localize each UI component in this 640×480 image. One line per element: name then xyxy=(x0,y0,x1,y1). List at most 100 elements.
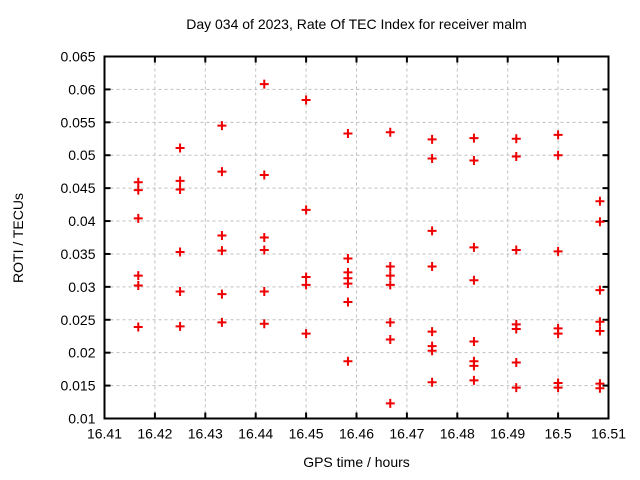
data-point-marker xyxy=(259,233,269,242)
data-point-marker xyxy=(595,217,605,227)
data-point-marker xyxy=(553,329,563,339)
x-axis-title: GPS time / hours xyxy=(303,454,410,470)
data-point-marker xyxy=(343,254,353,264)
x-tick-label: 16.47 xyxy=(389,426,424,442)
data-point-marker xyxy=(469,336,479,346)
y-tick-label: 0.05 xyxy=(68,147,95,163)
data-point-marker xyxy=(301,280,311,290)
y-tick-label: 0.02 xyxy=(68,345,95,361)
data-point-marker xyxy=(343,279,353,289)
x-tick-label: 16.48 xyxy=(440,426,475,442)
data-point-marker xyxy=(595,196,605,206)
data-point-marker xyxy=(511,358,521,368)
data-point-marker xyxy=(385,127,395,137)
data-point-marker xyxy=(301,329,311,339)
data-point-marker xyxy=(511,383,521,393)
y-tick-label: 0.06 xyxy=(68,81,95,97)
data-point-marker xyxy=(469,242,479,252)
data-point-marker xyxy=(343,297,353,307)
x-tick-label: 16.49 xyxy=(490,426,525,442)
data-point-marker xyxy=(259,79,269,89)
data-point-marker xyxy=(511,245,521,255)
data-point-marker xyxy=(427,327,437,337)
data-point-marker xyxy=(511,152,521,162)
data-point-marker xyxy=(301,95,311,105)
y-tick-label: 0.055 xyxy=(60,114,95,130)
x-tick-label: 16.51 xyxy=(591,426,626,442)
data-point-marker xyxy=(133,185,143,195)
data-point-marker xyxy=(133,271,143,281)
x-tick-label: 16.41 xyxy=(87,426,122,442)
data-point-marker xyxy=(469,133,479,143)
x-tick-label: 16.42 xyxy=(137,426,172,442)
data-point-marker xyxy=(175,184,185,194)
data-point-marker xyxy=(427,154,437,164)
data-point-marker xyxy=(259,286,269,296)
data-point-marker xyxy=(133,281,143,291)
data-point-marker xyxy=(553,150,563,160)
data-point-marker xyxy=(343,356,353,366)
y-tick-label: 0.04 xyxy=(68,213,95,229)
data-point-marker xyxy=(469,375,479,385)
data-point-marker xyxy=(259,319,269,329)
data-point-marker xyxy=(511,134,521,144)
data-point-marker xyxy=(595,383,605,393)
y-tick-label: 0.015 xyxy=(60,378,95,394)
data-point-marker xyxy=(175,176,185,186)
data-point-marker xyxy=(175,143,185,153)
x-tick-label: 16.43 xyxy=(188,426,223,442)
data-point-marker xyxy=(217,231,227,241)
y-tick-label: 0.035 xyxy=(60,246,95,262)
y-tick-label: 0.01 xyxy=(68,411,95,427)
data-point-marker xyxy=(553,246,563,256)
data-point-marker xyxy=(385,317,395,327)
data-point-marker xyxy=(175,321,185,331)
data-point-marker xyxy=(427,377,437,387)
data-point-marker xyxy=(217,317,227,327)
data-point-marker xyxy=(175,286,185,296)
data-point-marker xyxy=(427,226,437,236)
data-point-marker xyxy=(385,261,395,271)
y-tick-label: 0.045 xyxy=(60,180,95,196)
data-point-marker xyxy=(133,322,143,332)
data-point-marker xyxy=(259,170,269,180)
data-point-marker xyxy=(385,280,395,290)
data-point-marker xyxy=(469,155,479,165)
data-point-marker xyxy=(511,324,521,334)
chart-title: Day 034 of 2023, Rate Of TEC Index for r… xyxy=(186,16,527,32)
data-point-marker xyxy=(259,245,269,255)
data-point-marker xyxy=(385,335,395,345)
data-point-marker xyxy=(595,285,605,295)
data-point-marker xyxy=(217,167,227,177)
x-tick-label: 16.45 xyxy=(289,426,324,442)
x-tick-label: 16.5 xyxy=(544,426,571,442)
data-point-marker xyxy=(469,275,479,285)
data-point-marker xyxy=(217,121,227,131)
data-point-marker xyxy=(427,346,437,356)
data-point-marker xyxy=(385,271,395,281)
data-point-marker xyxy=(217,289,227,299)
x-tick-label: 16.44 xyxy=(238,426,273,442)
plot-area xyxy=(103,55,610,420)
data-point-marker xyxy=(595,317,605,327)
data-point-marker xyxy=(427,134,437,144)
data-point-marker xyxy=(385,398,395,408)
data-point-marker xyxy=(217,246,227,256)
y-tick-label: 0.03 xyxy=(68,279,95,295)
data-point-marker xyxy=(133,213,143,223)
data-point-marker xyxy=(595,326,605,336)
data-point-marker xyxy=(553,383,563,393)
data-point-marker xyxy=(427,261,437,271)
data-point-marker xyxy=(301,272,311,282)
data-point-marker xyxy=(175,247,185,257)
data-point-marker xyxy=(343,129,353,139)
x-tick-label: 16.46 xyxy=(339,426,374,442)
data-point-marker xyxy=(133,177,143,187)
y-tick-label: 0.025 xyxy=(60,312,95,328)
data-point-marker xyxy=(469,361,479,371)
data-point-marker xyxy=(301,205,311,215)
y-tick-label: 0.065 xyxy=(60,49,95,65)
data-point-marker xyxy=(553,130,563,140)
